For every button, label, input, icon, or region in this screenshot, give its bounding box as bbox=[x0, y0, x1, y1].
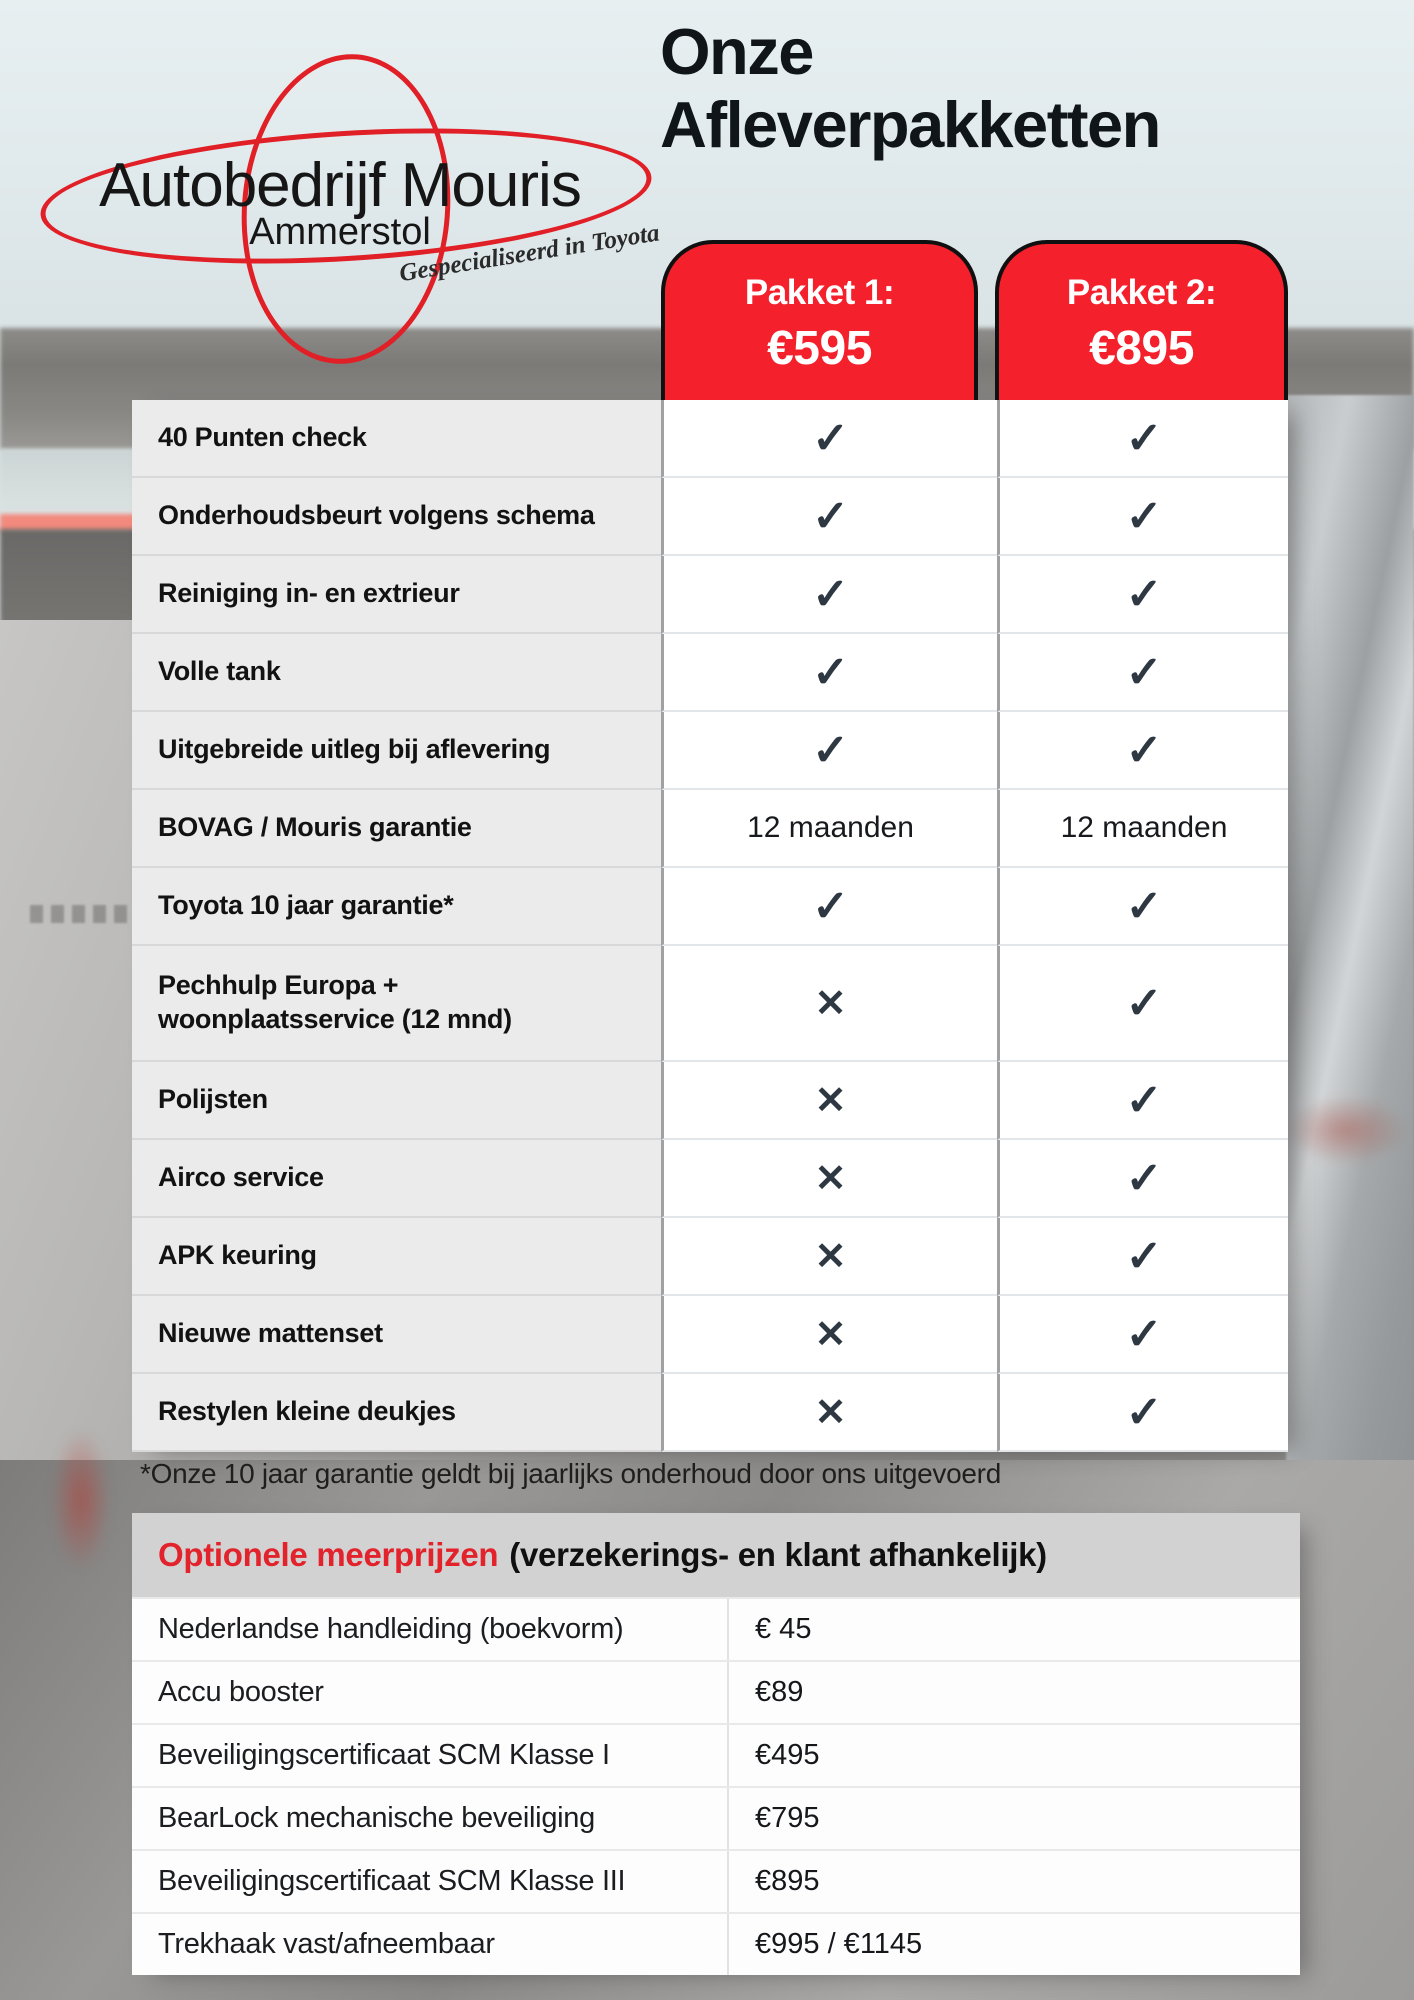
page-title-line1: Onze bbox=[660, 15, 814, 88]
comparison-table: 40 Punten check ✓ ✓ Onderhoudsbeurt volg… bbox=[132, 400, 1288, 1452]
page-title: Onze Afleverpakketten bbox=[660, 15, 1380, 162]
options-title: Optionele meerprijzen bbox=[158, 1536, 499, 1573]
option-row: BearLock mechanische beveiliging €795 bbox=[132, 1786, 1300, 1849]
option-price: €89 bbox=[727, 1662, 1300, 1723]
check-icon: ✓ bbox=[997, 1296, 1288, 1374]
package-1-name: Pakket 1: bbox=[744, 272, 895, 312]
feature-label: Pechhulp Europa + woonplaatsservice (12 … bbox=[132, 946, 661, 1062]
check-icon: ✓ bbox=[997, 1062, 1288, 1140]
check-icon: ✓ bbox=[997, 1374, 1288, 1452]
feature-label: Uitgebreide uitleg bij aflevering bbox=[132, 712, 661, 790]
company-logo: Autobedrijf Mouris Ammerstol Gespecialis… bbox=[30, 28, 670, 371]
taillight-glow-icon bbox=[1283, 1095, 1408, 1165]
check-icon: ✓ bbox=[997, 1218, 1288, 1296]
cross-icon: ✕ bbox=[661, 1140, 997, 1218]
option-label: Accu booster bbox=[158, 1676, 324, 1708]
check-icon: ✓ bbox=[661, 712, 997, 790]
options-panel: Optionele meerprijzen (verzekerings- en … bbox=[132, 1513, 1300, 1975]
option-row: Beveiligingscertificaat SCM Klasse I €49… bbox=[132, 1723, 1300, 1786]
package-1-header: Pakket 1: €595 bbox=[661, 240, 978, 400]
check-icon: ✓ bbox=[661, 868, 997, 946]
feature-label: Nieuwe mattenset bbox=[132, 1296, 661, 1374]
warranty-duration-value: 12 maanden bbox=[661, 790, 997, 868]
option-row: Trekhaak vast/afneembaar €995 / €1145 bbox=[132, 1912, 1300, 1975]
option-label: BearLock mechanische beveiliging bbox=[158, 1802, 595, 1834]
check-icon: ✓ bbox=[997, 400, 1288, 478]
background-car-pillar bbox=[1286, 395, 1414, 1465]
check-icon: ✓ bbox=[997, 712, 1288, 790]
options-subtitle: (verzekerings- en klant afhankelijk) bbox=[509, 1536, 1047, 1573]
option-row: Nederlandse handleiding (boekvorm) € 45 bbox=[132, 1597, 1300, 1660]
feature-label: Volle tank bbox=[132, 634, 661, 712]
check-icon: ✓ bbox=[997, 946, 1288, 1062]
warranty-duration-value: 12 maanden bbox=[997, 790, 1288, 868]
feature-label: Airco service bbox=[132, 1140, 661, 1218]
feature-label: 40 Punten check bbox=[132, 400, 661, 478]
check-icon: ✓ bbox=[661, 556, 997, 634]
option-label: Beveiligingscertificaat SCM Klasse III bbox=[158, 1865, 626, 1897]
option-label: Beveiligingscertificaat SCM Klasse I bbox=[158, 1739, 610, 1771]
feature-label: Toyota 10 jaar garantie* bbox=[132, 868, 661, 946]
taillight-icon bbox=[0, 514, 145, 532]
option-price: €495 bbox=[727, 1725, 1300, 1786]
option-label: Trekhaak vast/afneembaar bbox=[158, 1928, 495, 1960]
options-header: Optionele meerprijzen (verzekerings- en … bbox=[132, 1513, 1300, 1597]
feature-label: Onderhoudsbeurt volgens schema bbox=[132, 478, 661, 556]
check-icon: ✓ bbox=[997, 634, 1288, 712]
feature-label: Reiniging in- en extrieur bbox=[132, 556, 661, 634]
cross-icon: ✕ bbox=[661, 1296, 997, 1374]
option-row: Accu booster €89 bbox=[132, 1660, 1300, 1723]
option-price: € 45 bbox=[727, 1599, 1300, 1660]
option-label: Nederlandse handleiding (boekvorm) bbox=[158, 1613, 624, 1645]
option-price: €895 bbox=[727, 1851, 1300, 1912]
check-icon: ✓ bbox=[997, 1140, 1288, 1218]
cross-icon: ✕ bbox=[661, 1218, 997, 1296]
option-row: Beveiligingscertificaat SCM Klasse III €… bbox=[132, 1849, 1300, 1912]
warranty-footnote: *Onze 10 jaar garantie geldt bij jaarlij… bbox=[140, 1458, 1001, 1489]
feature-label: APK keuring bbox=[132, 1218, 661, 1296]
feature-label: Restylen kleine deukjes bbox=[132, 1374, 661, 1452]
package-2-name: Pakket 2: bbox=[1066, 272, 1217, 312]
check-icon: ✓ bbox=[661, 400, 997, 478]
feature-label: Polijsten bbox=[132, 1062, 661, 1140]
package-1-price: €595 bbox=[767, 321, 872, 375]
option-price: €995 / €1145 bbox=[727, 1914, 1300, 1975]
check-icon: ✓ bbox=[997, 556, 1288, 634]
option-price: €795 bbox=[727, 1788, 1300, 1849]
check-icon: ✓ bbox=[997, 868, 1288, 946]
cross-icon: ✕ bbox=[661, 1374, 997, 1452]
cross-icon: ✕ bbox=[661, 1062, 997, 1140]
package-2-header: Pakket 2: €895 bbox=[995, 240, 1288, 400]
check-icon: ✓ bbox=[661, 478, 997, 556]
package-2-price: €895 bbox=[1089, 321, 1194, 375]
taillight-blur-icon bbox=[52, 1430, 110, 1570]
page-title-line2: Afleverpakketten bbox=[660, 87, 1161, 161]
check-icon: ✓ bbox=[661, 634, 997, 712]
feature-label: BOVAG / Mouris garantie bbox=[132, 790, 661, 868]
cross-icon: ✕ bbox=[661, 946, 997, 1062]
check-icon: ✓ bbox=[997, 478, 1288, 556]
